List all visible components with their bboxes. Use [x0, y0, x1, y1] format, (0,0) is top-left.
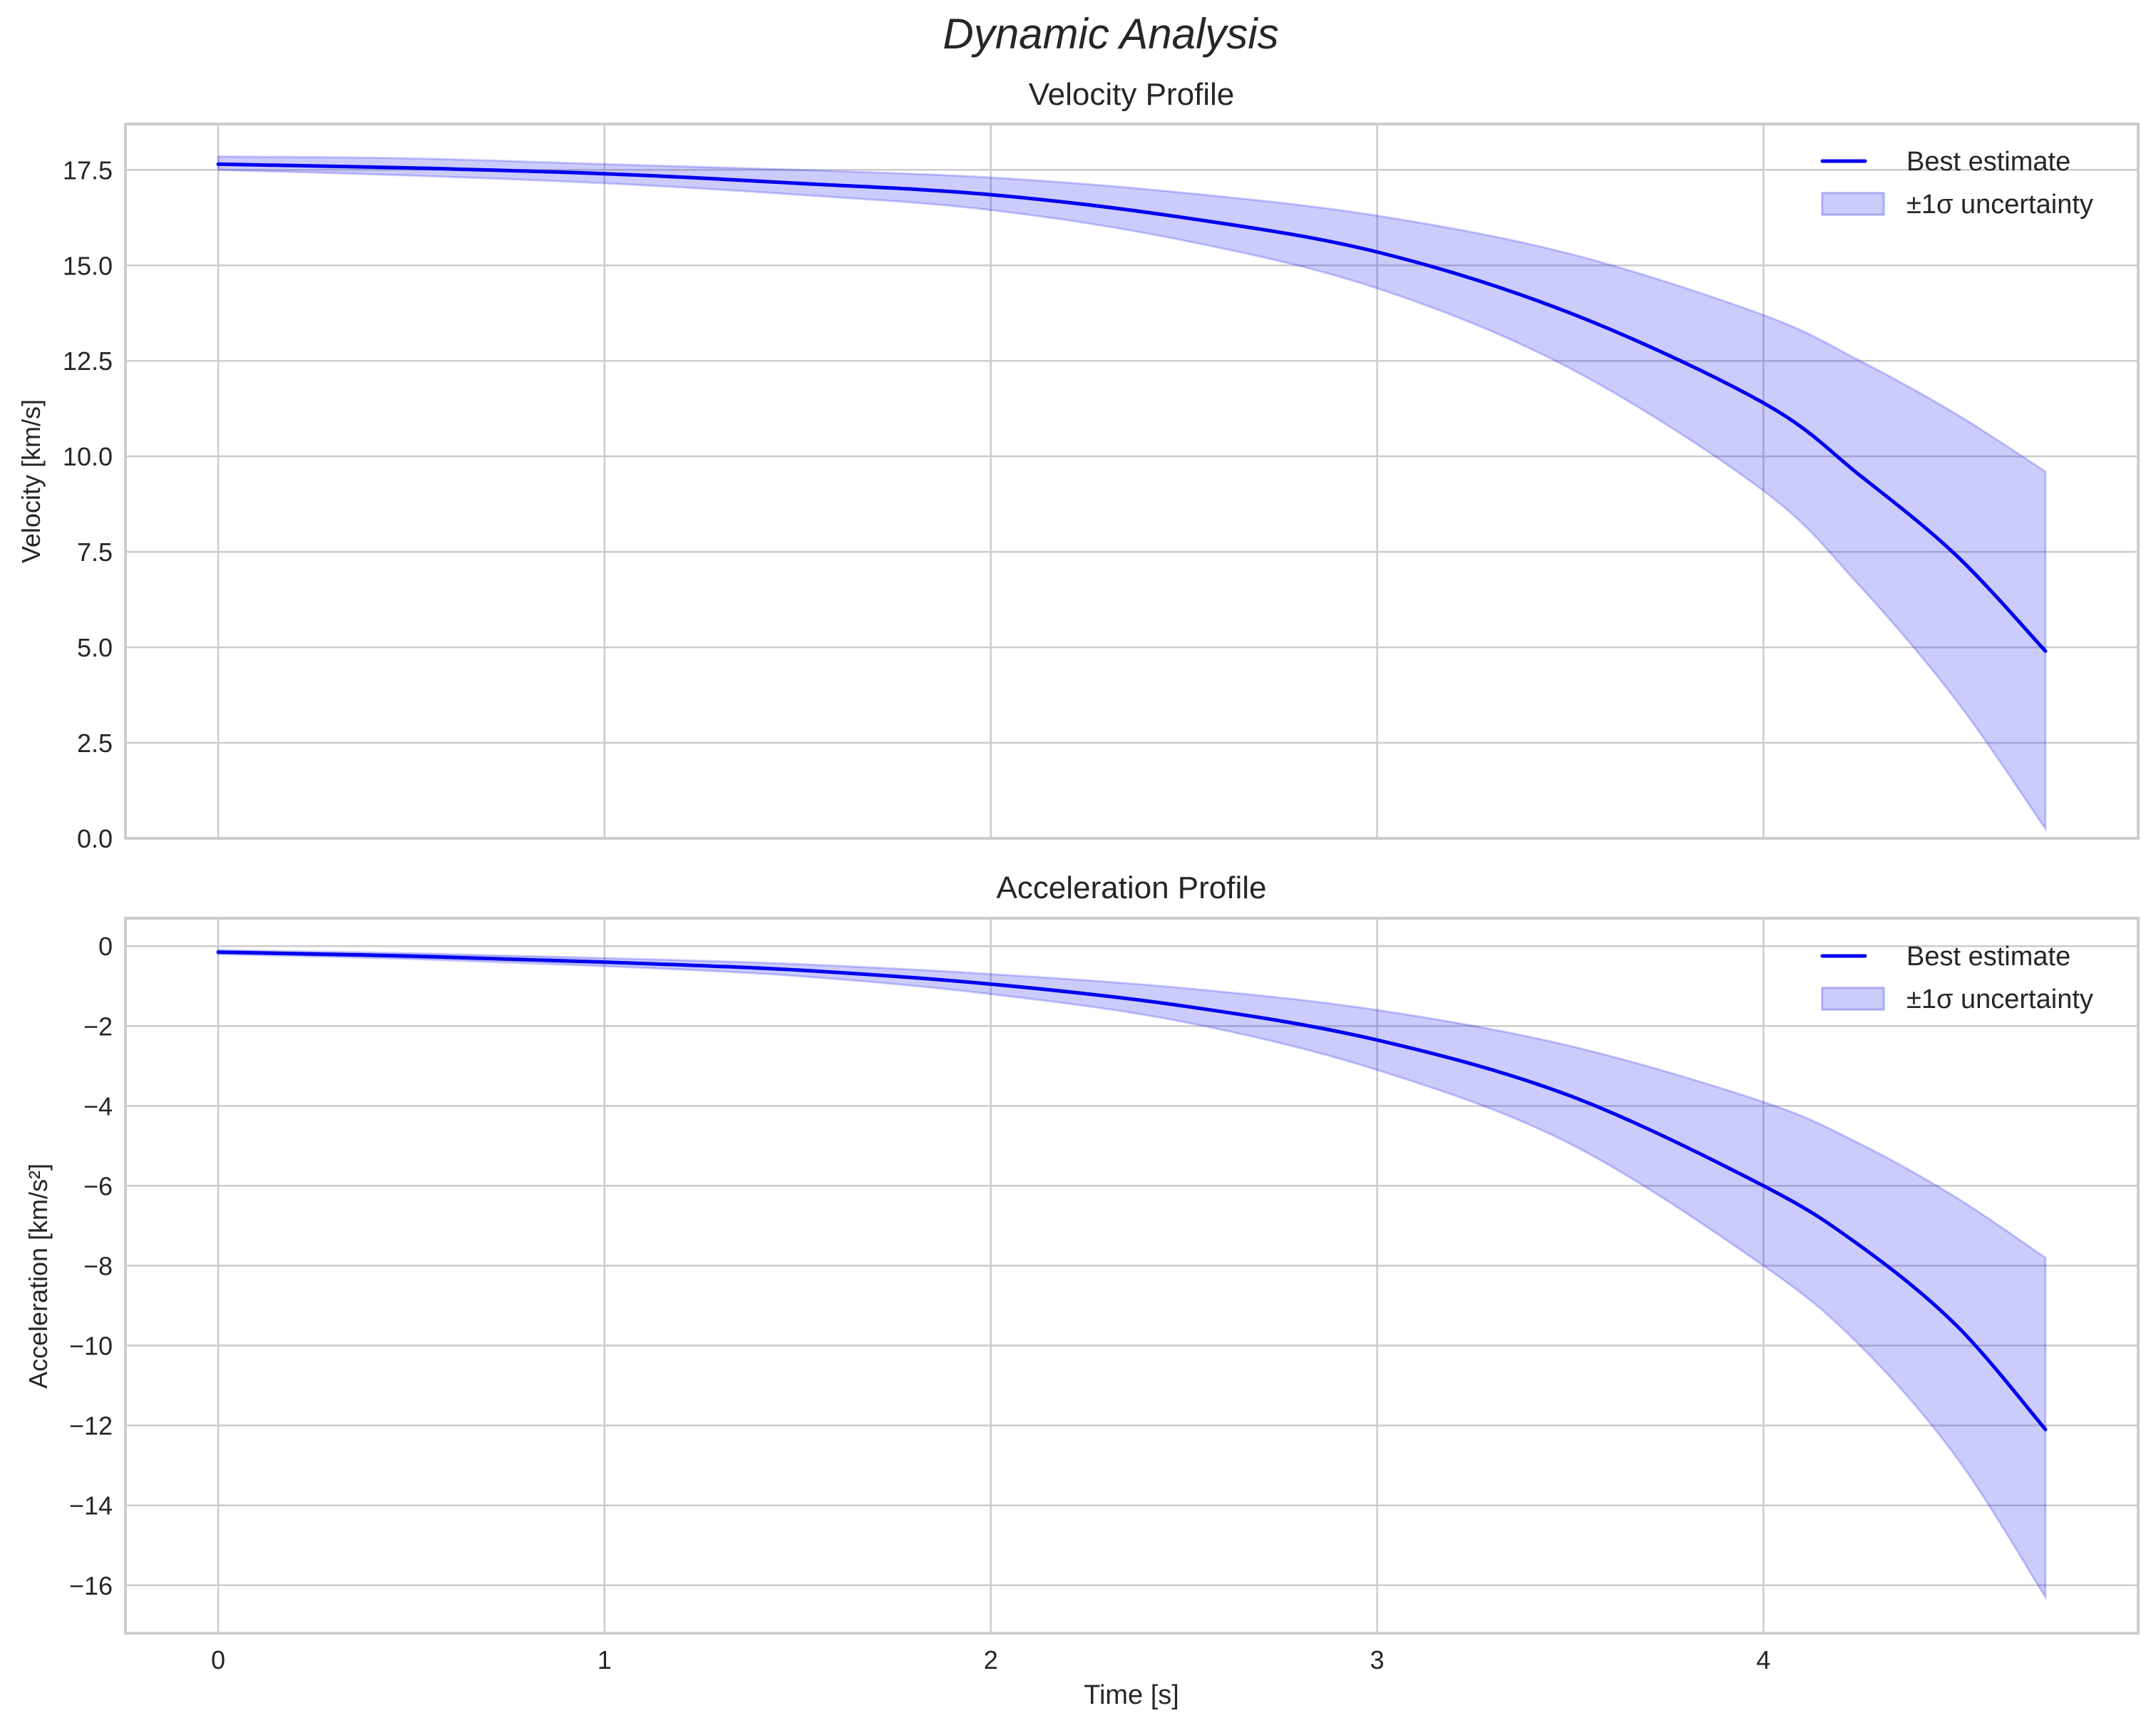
x-tick-label: 1: [597, 1645, 612, 1675]
y-tick-label: 0: [98, 932, 113, 961]
y-tick-label: −2: [83, 1012, 113, 1041]
legend-label-uncertainty: ±1σ uncertainty: [1906, 984, 2093, 1014]
axes-frame: [124, 123, 2140, 840]
acceleration-subplot-title: Acceleration Profile: [996, 870, 1266, 905]
best-estimate-line: [216, 950, 2048, 1431]
velocity-y-axis-label: Velocity [km/s]: [16, 399, 46, 563]
velocity-legend: Best estimate ±1σ uncertainty: [1820, 147, 2093, 220]
legend-band-swatch-icon: [1821, 192, 1885, 216]
figure-suptitle: Dynamic Analysis: [943, 10, 1278, 58]
y-tick-label: 10.0: [63, 442, 113, 471]
velocity-subplot: Velocity Profile 0.0 2.5 5.0 7.5 10.0 12.5 15.…: [16, 77, 2140, 853]
acceleration-subplot: Acceleration Profile 0 −2 −4 −6 −8 −10 −12 −14 −…: [24, 870, 2140, 1710]
velocity-axes-frame: [124, 123, 2140, 840]
x-axis-label: Time [s]: [1084, 1680, 1179, 1710]
y-tick-label: 0.0: [77, 824, 113, 853]
velocity-subplot-title: Velocity Profile: [1029, 77, 1235, 112]
x-tick-label: 4: [1756, 1645, 1770, 1675]
velocity-uncertainty-band: [217, 155, 2047, 833]
acceleration-gridlines: [125, 918, 2138, 1633]
legend-label-uncertainty: ±1σ uncertainty: [1906, 190, 2093, 220]
legend-label-best-estimate: Best estimate: [1906, 942, 2070, 972]
axes-frame: [124, 917, 2140, 1635]
acceleration-y-axis-label: Acceleration [km/s²]: [24, 1163, 53, 1389]
velocity-y-tick-labels: 0.0 2.5 5.0 7.5 10.0 12.5 15.0 17.5: [63, 155, 113, 853]
y-tick-label: −8: [83, 1251, 113, 1280]
acceleration-best-estimate-line: [216, 950, 2048, 1431]
legend-band-swatch-icon: [1821, 987, 1885, 1011]
y-tick-label: 12.5: [63, 346, 113, 376]
y-tick-label: 5.0: [77, 633, 113, 662]
y-tick-label: 15.0: [63, 251, 113, 280]
x-tick-label: 0: [211, 1645, 225, 1675]
acceleration-y-tick-labels: 0 −2 −4 −6 −8 −10 −12 −14 −16: [69, 932, 113, 1600]
x-tick-labels: 0 1 2 3 4: [211, 1645, 1770, 1675]
legend-label-best-estimate: Best estimate: [1906, 147, 2070, 177]
y-tick-label: −16: [69, 1571, 113, 1600]
x-tick-label: 3: [1370, 1645, 1385, 1675]
y-tick-label: −10: [69, 1332, 113, 1361]
best-estimate-line: [216, 162, 2048, 653]
acceleration-legend: Best estimate ±1σ uncertainty: [1820, 942, 2093, 1014]
y-tick-label: 2.5: [77, 729, 113, 758]
y-tick-label: −14: [69, 1491, 113, 1521]
y-tick-label: −4: [83, 1091, 113, 1121]
velocity-best-estimate-line: [216, 162, 2048, 653]
y-tick-label: −12: [69, 1411, 113, 1441]
x-tick-label: 2: [984, 1645, 998, 1675]
y-tick-label: −6: [83, 1171, 113, 1200]
y-tick-label: 7.5: [77, 538, 113, 567]
uncertainty-band: [217, 155, 2047, 833]
acceleration-uncertainty-band: [217, 949, 2047, 1601]
uncertainty-band: [217, 949, 2047, 1601]
acceleration-axes-frame: [124, 917, 2140, 1635]
y-tick-label: 17.5: [63, 155, 113, 185]
